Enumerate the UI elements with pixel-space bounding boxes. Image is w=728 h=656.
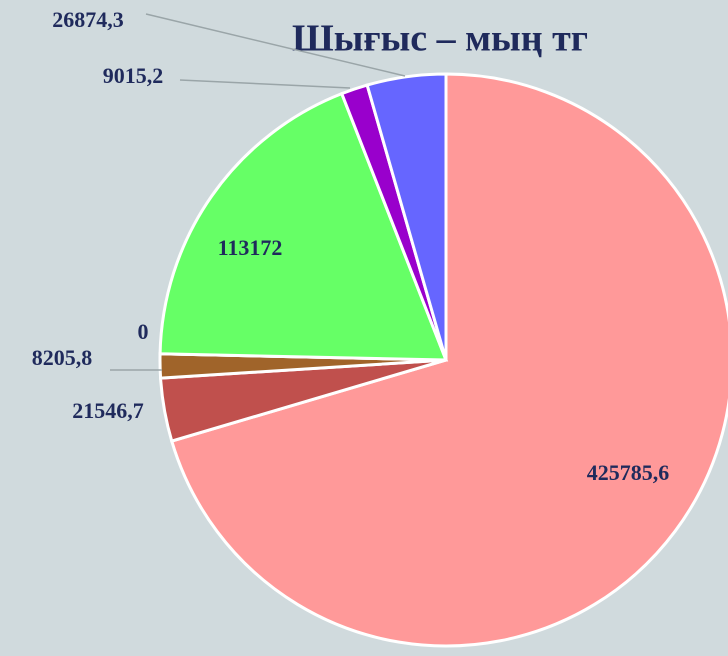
leader-line [145,13,406,77]
data-label: 113172 [218,235,283,260]
data-label: 8205,8 [32,345,93,370]
data-label: 21546,7 [72,398,144,423]
chart-title: Шығыс – мың тг [292,18,588,60]
data-label: 0 [138,319,149,344]
data-label: 26874,3 [52,7,124,32]
pie-slice [169,72,728,648]
data-label: 425785,6 [587,460,670,485]
pie-slice [365,72,448,361]
pie-slice [158,91,449,362]
slices [158,72,728,648]
leader-line [179,79,351,89]
data-label: 9015,2 [103,63,164,88]
